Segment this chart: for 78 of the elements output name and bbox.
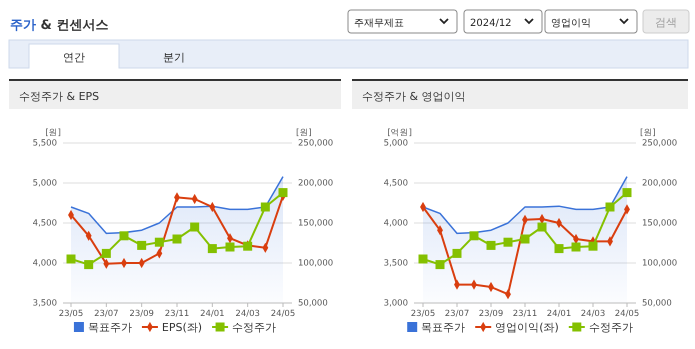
point: [622, 188, 632, 198]
text: 분기: [163, 51, 185, 64]
point: [260, 202, 270, 212]
x-tick-label: 24/01: [200, 309, 225, 320]
y-tick-label: 5,500: [32, 138, 57, 149]
point: [208, 244, 217, 254]
y-tick-label: 3,000: [384, 298, 408, 309]
x-tick-label: 23/11: [512, 309, 538, 320]
point: [418, 254, 428, 264]
point: [606, 202, 614, 212]
point: [470, 231, 478, 240]
point: [554, 244, 564, 254]
text: 2024/12: [470, 18, 512, 29]
text: 영업이익: [551, 18, 591, 29]
y-axis-title: [억원]: [387, 128, 412, 138]
legend-label: 목표주가: [421, 321, 466, 334]
legend-label: 수정주가: [588, 321, 633, 334]
point: [190, 222, 200, 232]
y2-tick-label: 150,000: [642, 218, 678, 229]
legend-label: EPS(좌): [162, 321, 202, 334]
y2-tick-label: 100,000: [642, 258, 678, 269]
x-tick-label: 23/07: [94, 309, 119, 320]
point: [486, 240, 496, 250]
x-tick-label: 24/01: [546, 309, 572, 320]
y-axis-title: [원]: [45, 128, 61, 138]
text: 주가 & 컨센서스: [10, 18, 108, 33]
y2-tick-label: 250,000: [642, 138, 678, 149]
y2-axis-title: [원]: [640, 128, 656, 138]
x-tick-label: 24/05: [614, 309, 640, 320]
y2-axis-title: [원]: [296, 128, 312, 138]
y-tick-label: 4,500: [384, 178, 408, 189]
point: [436, 260, 444, 270]
chart-title: 수정주가 & 영업이익: [362, 90, 466, 103]
point: [452, 248, 462, 258]
point: [154, 238, 164, 247]
point: [278, 188, 288, 198]
point: [172, 234, 182, 244]
text: 연간: [63, 51, 85, 64]
y-tick-label: 5,000: [32, 178, 57, 189]
x-tick-label: 23/07: [444, 309, 470, 320]
point: [66, 254, 76, 264]
y2-tick-label: 100,000: [298, 258, 334, 269]
y-tick-label: 4,500: [32, 218, 57, 229]
x-tick-label: 23/11: [164, 309, 190, 320]
point: [520, 234, 530, 244]
point: [504, 238, 512, 247]
point: [102, 248, 111, 258]
y2-tick-label: 250,000: [298, 138, 334, 149]
y-tick-label: 3,500: [384, 258, 408, 269]
point: [538, 222, 546, 232]
point: [588, 242, 598, 251]
text: 주재무제표: [354, 18, 404, 29]
y-tick-label: 4,000: [384, 218, 408, 229]
point: [572, 242, 580, 252]
x-tick-label: 24/03: [235, 309, 260, 320]
x-tick-label: 23/09: [129, 309, 154, 320]
x-tick-label: 24/05: [270, 309, 296, 320]
y2-tick-label: 150,000: [298, 218, 334, 229]
point: [84, 260, 94, 270]
x-tick-label: 23/05: [58, 309, 84, 320]
x-tick-label: 23/09: [478, 309, 504, 320]
y2-tick-label: 50,000: [642, 298, 672, 309]
y2-tick-label: 50,000: [298, 298, 328, 309]
point: [226, 242, 234, 252]
point: [137, 240, 146, 250]
x-tick-label: 23/05: [410, 309, 436, 320]
y-tick-label: 5,000: [384, 138, 408, 149]
text: 검색: [655, 16, 677, 29]
point: [120, 231, 128, 240]
legend-label: 영업이익(좌): [495, 321, 559, 334]
y2-tick-label: 200,000: [642, 178, 678, 189]
chart-title: 수정주가 & EPS: [19, 90, 100, 103]
x-tick-label: 24/03: [580, 309, 606, 320]
y2-tick-label: 200,000: [298, 178, 334, 189]
legend-label: 목표주가: [88, 321, 132, 334]
y-tick-label: 4,000: [32, 258, 57, 269]
legend-label: 수정주가: [232, 321, 276, 334]
y-tick-label: 3,500: [32, 298, 57, 309]
